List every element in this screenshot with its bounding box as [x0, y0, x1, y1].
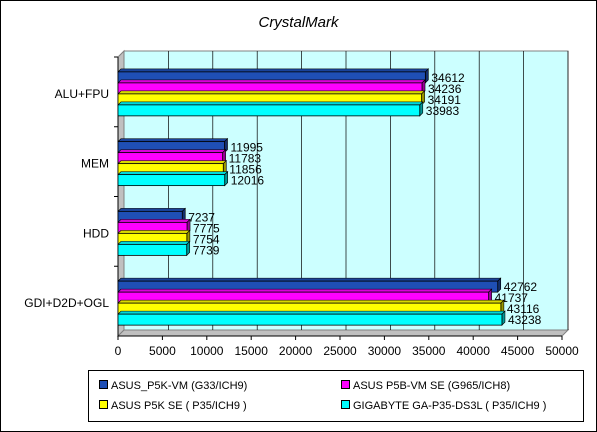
data-label: 11995 — [231, 141, 264, 155]
legend-label: GIGABYTE GA-P35-DS3L ( P35/ICH9 ) — [353, 400, 547, 412]
data-label: 34191 — [428, 93, 462, 107]
x-tick-label: 15000 — [235, 344, 269, 358]
plot-floor — [116, 329, 570, 337]
x-tick-label: 10000 — [190, 344, 224, 358]
data-label: 7237 — [188, 210, 215, 224]
bar-top-face — [117, 230, 191, 234]
data-label: 7754 — [193, 232, 220, 246]
legend-item: ASUS P5K SE ( P35/ICH9 ) — [99, 400, 247, 412]
data-label: 7739 — [193, 243, 220, 257]
data-label: 34236 — [428, 82, 462, 96]
bar-top-face — [117, 219, 191, 223]
bar-top-face — [117, 288, 493, 293]
x-tick-label: 20000 — [279, 344, 313, 358]
bar-top-face — [117, 299, 505, 304]
data-label: 33983 — [426, 104, 460, 118]
category-label: HDD — [83, 226, 109, 240]
x-tick-label: 25000 — [323, 344, 357, 358]
data-label: 43116 — [507, 302, 540, 316]
legend-swatch — [99, 380, 108, 389]
data-label: 43238 — [508, 313, 542, 327]
data-label: 7775 — [193, 221, 220, 235]
x-tick-label: 45000 — [501, 344, 535, 358]
bar-top-face — [117, 101, 424, 106]
data-label: 11856 — [229, 163, 262, 177]
bar — [117, 174, 226, 187]
bar-top-face — [117, 160, 228, 164]
bar-top-face — [117, 90, 426, 95]
x-tick-label: 5000 — [149, 344, 176, 358]
legend-item: GIGABYTE GA-P35-DS3L ( P35/ICH9 ) — [341, 400, 546, 412]
bar-top-face — [117, 149, 227, 153]
data-label: 12016 — [231, 174, 265, 188]
x-tick-label: 40000 — [457, 344, 491, 358]
x-tick-label: 35000 — [412, 344, 446, 358]
bar-top-face — [117, 277, 502, 282]
bar — [117, 313, 503, 326]
data-label: 42762 — [504, 280, 538, 294]
legend-label: ASUS_P5K-VM (G33/ICH9) — [111, 380, 248, 392]
chart-title: CrystalMark — [258, 14, 339, 31]
bar-top-face — [117, 79, 426, 84]
legend-swatch — [341, 400, 350, 409]
legend: ASUS_P5K-VM (G33/ICH9) ASUS P5B-VM SE (G9… — [88, 370, 584, 422]
x-tick-label: 50000 — [545, 344, 579, 358]
data-label: 11783 — [229, 152, 262, 166]
data-label: 34612 — [431, 71, 465, 85]
legend-item: ASUS_P5K-VM (G33/ICH9) — [99, 380, 247, 392]
legend-label: ASUS P5B-VM SE (G965/ICH8) — [353, 380, 511, 392]
legend-label: ASUS P5K SE ( P35/ICH9 ) — [111, 400, 247, 412]
bar-top-face — [117, 310, 506, 315]
bar-top-face — [117, 138, 229, 142]
bar-top-face — [117, 171, 229, 175]
category-label: MEM — [81, 157, 109, 171]
bar — [117, 104, 421, 117]
legend-item: ASUS P5B-VM SE (G965/ICH8) — [341, 380, 510, 392]
legend-swatch — [341, 380, 350, 389]
legend-swatch — [99, 400, 108, 409]
category-label: ALU+FPU — [55, 87, 109, 101]
x-tick-label: 0 — [115, 344, 122, 358]
category-label: GDI+D2D+OGL — [24, 296, 109, 310]
bar-top-face — [117, 208, 186, 212]
x-tick-label: 30000 — [368, 344, 402, 358]
bar-top-face — [117, 241, 191, 245]
bar-top-face — [117, 68, 430, 73]
bar — [117, 243, 188, 256]
